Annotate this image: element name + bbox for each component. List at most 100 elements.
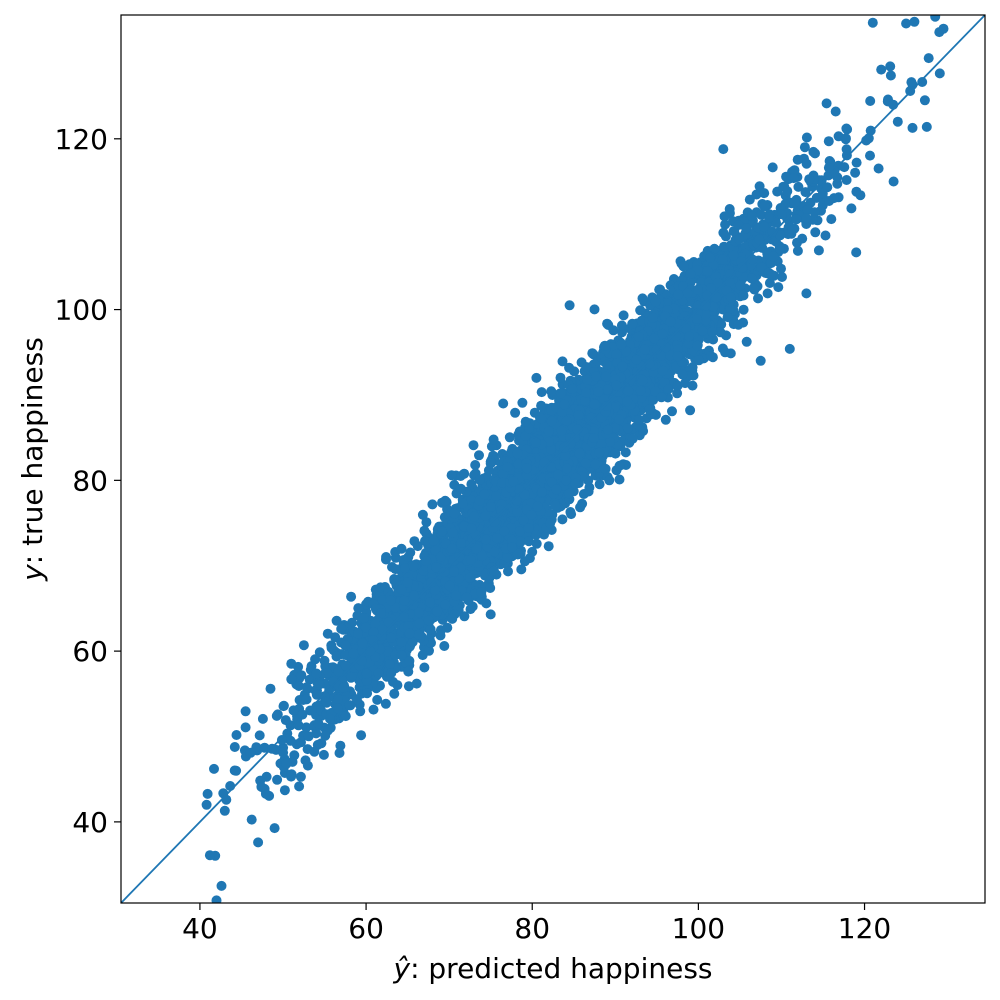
data-point xyxy=(782,186,793,197)
data-point xyxy=(581,362,592,373)
data-point xyxy=(489,517,500,528)
data-point xyxy=(559,399,570,410)
data-point xyxy=(672,351,683,362)
data-point xyxy=(605,436,615,447)
data-point xyxy=(671,331,682,342)
data-point xyxy=(340,711,351,722)
data-point xyxy=(737,262,747,273)
data-point xyxy=(404,655,415,666)
data-point xyxy=(526,509,537,520)
data-point xyxy=(906,77,917,88)
data-point xyxy=(523,523,534,533)
data-point xyxy=(421,517,432,528)
data-point xyxy=(465,572,475,583)
data-point xyxy=(331,651,342,662)
data-point xyxy=(314,647,325,658)
data-point xyxy=(809,207,820,218)
data-point xyxy=(789,165,800,176)
data-point xyxy=(519,556,530,567)
data-point xyxy=(580,458,591,469)
data-point xyxy=(449,566,459,577)
data-point xyxy=(822,182,833,193)
data-point xyxy=(425,624,436,635)
data-point xyxy=(456,538,466,548)
data-point xyxy=(431,562,442,573)
data-point xyxy=(278,701,289,712)
data-point xyxy=(361,675,372,686)
data-point xyxy=(601,401,612,411)
data-point xyxy=(359,613,369,624)
data-point xyxy=(348,648,359,659)
data-point xyxy=(531,529,542,540)
data-point xyxy=(741,223,752,234)
data-point xyxy=(399,595,410,606)
data-point xyxy=(521,463,532,474)
data-point xyxy=(474,474,485,485)
data-point xyxy=(823,162,834,173)
data-point xyxy=(413,629,424,640)
data-point xyxy=(672,388,683,399)
data-point xyxy=(656,392,667,403)
data-point xyxy=(702,266,713,277)
data-point xyxy=(657,365,668,376)
data-point xyxy=(470,460,481,470)
data-point xyxy=(725,268,736,279)
data-point xyxy=(286,769,297,780)
data-point xyxy=(459,468,470,479)
data-point xyxy=(586,412,597,423)
data-point xyxy=(385,595,396,606)
data-point xyxy=(678,261,689,272)
data-point xyxy=(748,283,759,294)
data-point xyxy=(792,245,803,256)
data-point xyxy=(353,628,363,639)
data-point xyxy=(298,640,309,651)
data-point xyxy=(459,611,470,622)
data-point xyxy=(649,333,660,344)
data-point xyxy=(430,585,441,596)
data-point xyxy=(491,491,502,501)
data-point xyxy=(426,577,436,588)
data-point xyxy=(728,243,739,254)
data-point xyxy=(516,564,527,575)
data-point xyxy=(762,288,773,299)
data-point xyxy=(567,384,578,395)
data-point xyxy=(716,319,727,330)
data-point xyxy=(588,433,599,443)
data-point xyxy=(564,488,574,499)
data-point xyxy=(257,713,268,724)
data-point xyxy=(507,542,517,553)
data-point xyxy=(623,386,634,396)
data-point xyxy=(389,688,400,699)
data-point xyxy=(565,507,576,517)
data-point xyxy=(747,211,758,221)
data-point xyxy=(865,125,876,136)
data-point xyxy=(766,269,777,280)
data-point xyxy=(303,731,314,742)
data-point xyxy=(800,187,811,198)
data-point xyxy=(454,551,465,562)
data-point xyxy=(408,561,419,572)
data-point xyxy=(622,396,633,407)
data-point xyxy=(697,326,708,336)
data-point xyxy=(314,679,325,690)
data-point xyxy=(610,448,621,459)
data-point xyxy=(683,338,694,349)
data-point xyxy=(421,556,432,567)
data-point xyxy=(301,682,312,693)
data-point xyxy=(594,479,605,490)
data-point xyxy=(919,95,930,106)
data-point xyxy=(741,336,752,347)
data-point xyxy=(673,289,684,300)
data-point xyxy=(575,502,586,513)
data-point xyxy=(489,546,500,557)
data-point xyxy=(288,705,299,716)
data-point xyxy=(411,678,422,689)
data-point xyxy=(356,655,367,666)
data-point xyxy=(269,823,280,834)
data-point xyxy=(439,641,450,651)
data-point xyxy=(361,668,372,679)
data-point xyxy=(309,746,320,757)
data-point xyxy=(589,304,600,315)
data-point xyxy=(582,374,593,385)
data-point xyxy=(841,123,852,134)
